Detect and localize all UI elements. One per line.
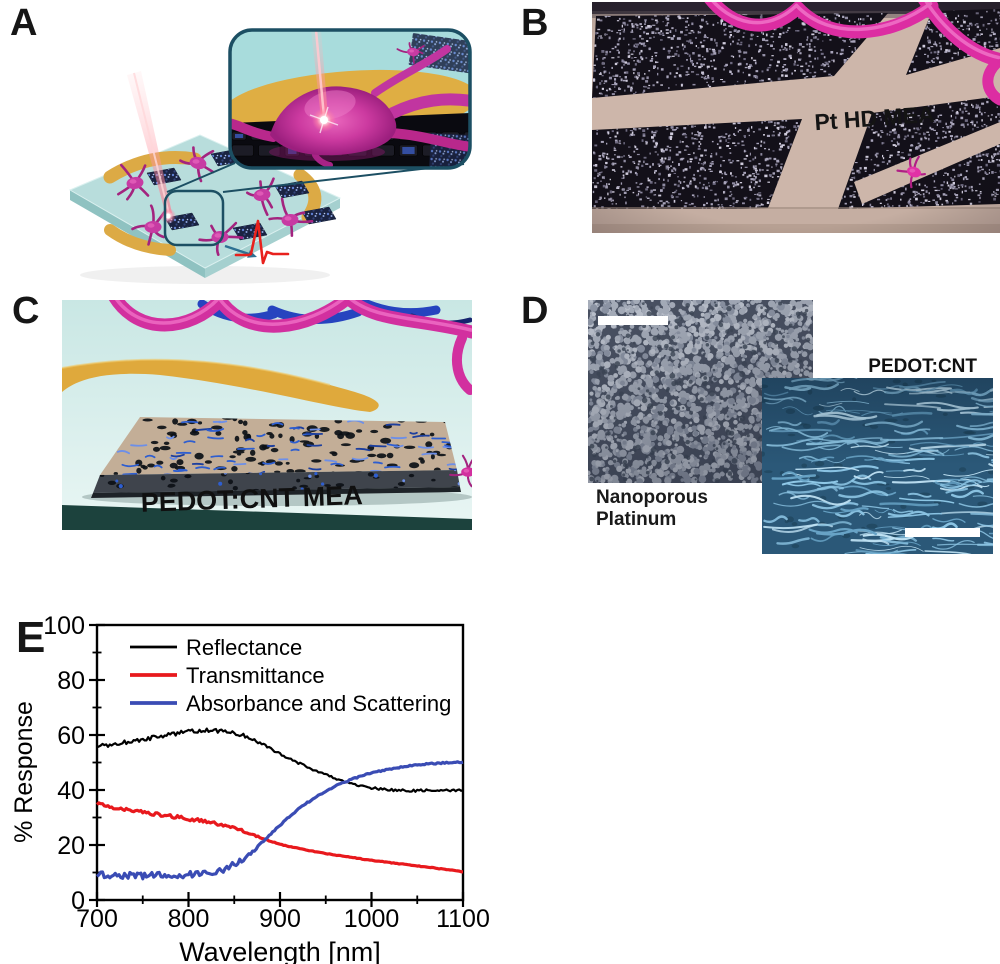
series-absorbance-and-scattering [95,760,464,881]
neuron [396,42,425,64]
neuron [179,146,215,183]
gold-trace [62,359,379,412]
nanoporous-platinum-caption-line1: Nanoporous [596,487,708,508]
spike-waveform [234,219,290,265]
panel-d-label: D [521,290,549,332]
panel-b-label: B [521,2,549,44]
inset-border [228,28,472,170]
panel-c-label: C [12,290,40,332]
legend-label-absorbance-and-scattering: Absorbance and Scattering [186,691,451,716]
scale-bar [905,528,980,537]
inset-laser-beam [309,30,339,134]
neuron [268,197,314,237]
nanoporous-platinum-caption-line2: Platinum [596,509,676,530]
pedot-cnt-caption: PEDOT:CNT [868,356,977,377]
inset-background-neuron [396,42,425,64]
panel-e-label: E [16,613,46,662]
legend-label-transmittance: Transmittance [186,663,325,688]
dark-edge-wedge [62,505,472,530]
y-axis-label: % Response [10,701,38,843]
neuron [449,454,472,488]
panel-a-label: A [10,2,38,44]
pedot-cnt-slab [82,417,472,506]
series-transmittance [95,801,464,874]
legend-label-reflectance: Reflectance [186,635,302,660]
zoom-callout-box [163,189,225,247]
magenta-branches [108,300,472,395]
scale-bar [598,316,668,325]
panel-d-sem-images: PEDOT:CNT Nanoporous Platinum [588,300,993,554]
neuron [117,163,150,201]
panel-a-illustration [68,28,472,284]
x-axis-label: Wavelength [nm] [179,937,381,964]
chip-neurons [117,146,314,256]
chart-legend: Reflectance Transmittance Absorbance and S… [130,635,451,716]
panel-b-photo: Pt HD MEA [592,2,1000,233]
inset-main-neuron [230,45,470,168]
small-neuron [449,454,472,488]
panel-c-photo: PEDOT:CNT MEA [62,300,472,530]
series-reflectance [96,727,464,793]
neuron [246,177,275,216]
inset-scene [230,30,470,168]
sem-pedot-cnt-image [762,378,993,554]
